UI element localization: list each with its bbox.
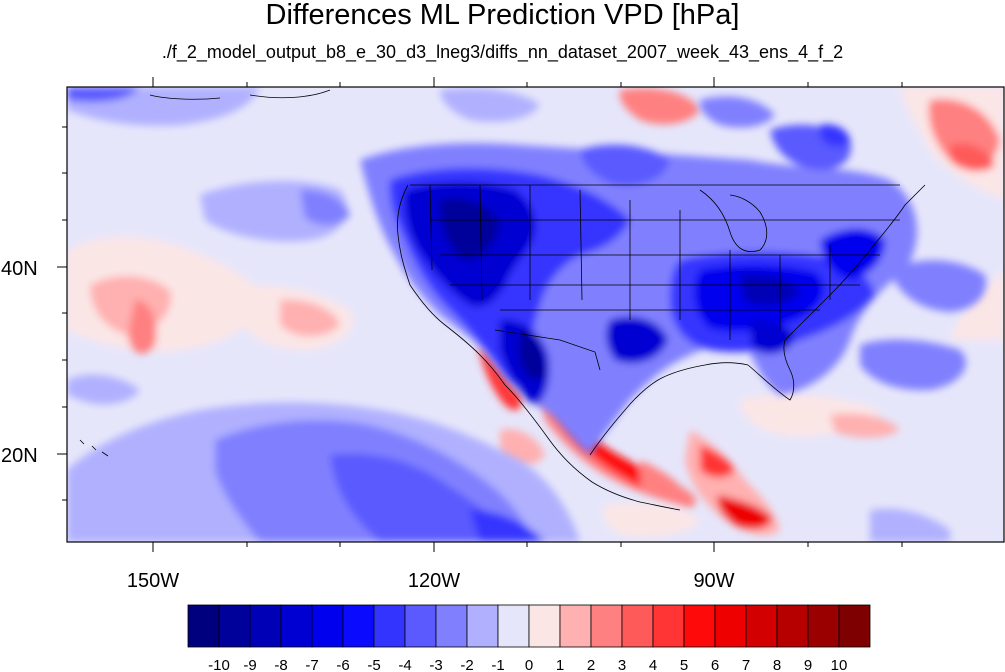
colorbar — [187, 604, 871, 648]
colorbar-swatch — [621, 604, 654, 648]
colorbar-tick-label: -4 — [398, 657, 411, 672]
colorbar-swatch — [280, 604, 313, 648]
coastlines — [79, 89, 926, 511]
colorbar-swatch — [776, 604, 809, 648]
negative-anomalies — [67, 87, 986, 542]
colorbar-tick-label: 6 — [711, 657, 719, 672]
lat-label-20n: 20N — [1, 445, 38, 467]
colorbar-swatch — [714, 604, 747, 648]
colorbar-swatch — [187, 604, 220, 648]
colorbar-tick-label: 4 — [649, 657, 657, 672]
colorbar-swatch — [342, 604, 375, 648]
colorbar-tick-label: 2 — [587, 657, 595, 672]
colorbar-tick-label: 10 — [831, 657, 848, 672]
colorbar-swatch — [466, 604, 499, 648]
colorbar-tick-label: 1 — [556, 657, 564, 672]
colorbar-swatch — [590, 604, 623, 648]
colorbar-tick-label: -7 — [305, 657, 318, 672]
colorbar-tick-label: 0 — [525, 657, 533, 672]
map-frame — [66, 86, 1005, 543]
chart-subtitle: ./f_2_model_output_b8_e_30_d3_lneg3/diff… — [161, 42, 844, 62]
chart-title: Differences ML Prediction VPD [hPa] — [265, 0, 740, 31]
axis-ticks — [57, 77, 903, 552]
colorbar-tick-label: 5 — [680, 657, 688, 672]
colorbar-tick-label: -2 — [460, 657, 473, 672]
colorbar-swatch — [218, 604, 251, 648]
colorbar-tick-label: 9 — [804, 657, 812, 672]
lon-label-150w: 150W — [127, 570, 179, 592]
colorbar-tick-label: 8 — [773, 657, 781, 672]
colorbar-swatch — [559, 604, 592, 648]
colorbar-tick-label: -8 — [274, 657, 287, 672]
colorbar-swatch — [652, 604, 685, 648]
colorbar-tick-label: -6 — [336, 657, 349, 672]
colorbar-swatch — [373, 604, 406, 648]
colorbar-swatch — [435, 604, 468, 648]
colorbar-tick-label: -9 — [243, 657, 256, 672]
colorbar-tick-label: -5 — [367, 657, 380, 672]
lon-label-90w: 90W — [693, 570, 734, 592]
colorbar-labels: -10 -9 -8 -7 -6 -5 -4 -3 -2 -1 0 1 2 3 4 5 6 7 8 9 10 — [208, 657, 847, 672]
colorbar-swatch — [249, 604, 282, 648]
colorbar-tick-label: 3 — [618, 657, 626, 672]
colorbar-tick-label: 7 — [742, 657, 750, 672]
lon-label-120w: 120W — [408, 570, 460, 592]
colorbar-swatch — [528, 604, 561, 648]
colorbar-swatch — [807, 604, 840, 648]
colorbar-swatch — [404, 604, 437, 648]
colorbar-tick-label: -3 — [429, 657, 442, 672]
colorbar-swatch — [683, 604, 716, 648]
colorbar-swatch — [311, 604, 344, 648]
colorbar-tick-label: -10 — [208, 657, 230, 672]
colorbar-swatch — [745, 604, 778, 648]
colorbar-tick-label: -1 — [491, 657, 504, 672]
lat-label-40n: 40N — [1, 258, 38, 280]
colorbar-swatch — [497, 604, 530, 648]
map-panel — [67, 87, 1004, 542]
colorbar-swatch — [838, 604, 871, 648]
